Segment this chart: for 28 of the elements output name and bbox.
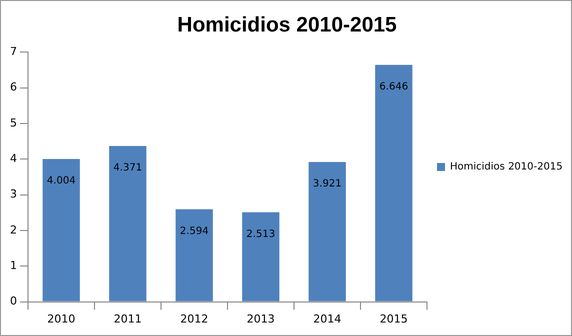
- data-label: 4.371: [113, 162, 142, 174]
- y-tick-label: 7: [10, 45, 17, 58]
- legend-label: Homicidios 2010-2015: [450, 162, 563, 173]
- bar: [109, 146, 146, 302]
- y-tick-label: 6: [10, 80, 17, 94]
- x-tick-label: 2013: [246, 312, 275, 326]
- data-label: 2.513: [246, 228, 276, 240]
- bar: [375, 64, 412, 302]
- data-label: 4.004: [46, 176, 76, 187]
- x-tick-label: 2011: [114, 312, 142, 326]
- x-tick-label: 2015: [380, 312, 408, 326]
- bar: [42, 159, 80, 302]
- y-tick-label: 2: [10, 223, 17, 236]
- bar: [176, 209, 213, 302]
- y-tick-label: 3: [10, 188, 17, 201]
- x-tick-label: 2014: [313, 312, 342, 326]
- bar: [308, 162, 346, 302]
- data-label: 6.646: [379, 81, 408, 92]
- y-tick-label: 5: [10, 116, 17, 130]
- x-tick-label: 2010: [47, 312, 76, 326]
- chart-title: Homicidios 2010-2015: [177, 13, 398, 36]
- data-label: 2.594: [180, 226, 209, 237]
- y-tick-label: 0: [10, 294, 17, 308]
- bar: [242, 212, 280, 302]
- y-tick-label: 4: [10, 152, 17, 166]
- y-tick-label: 1: [10, 259, 17, 272]
- x-tick-label: 2012: [180, 312, 208, 326]
- data-label: 3.921: [312, 178, 342, 190]
